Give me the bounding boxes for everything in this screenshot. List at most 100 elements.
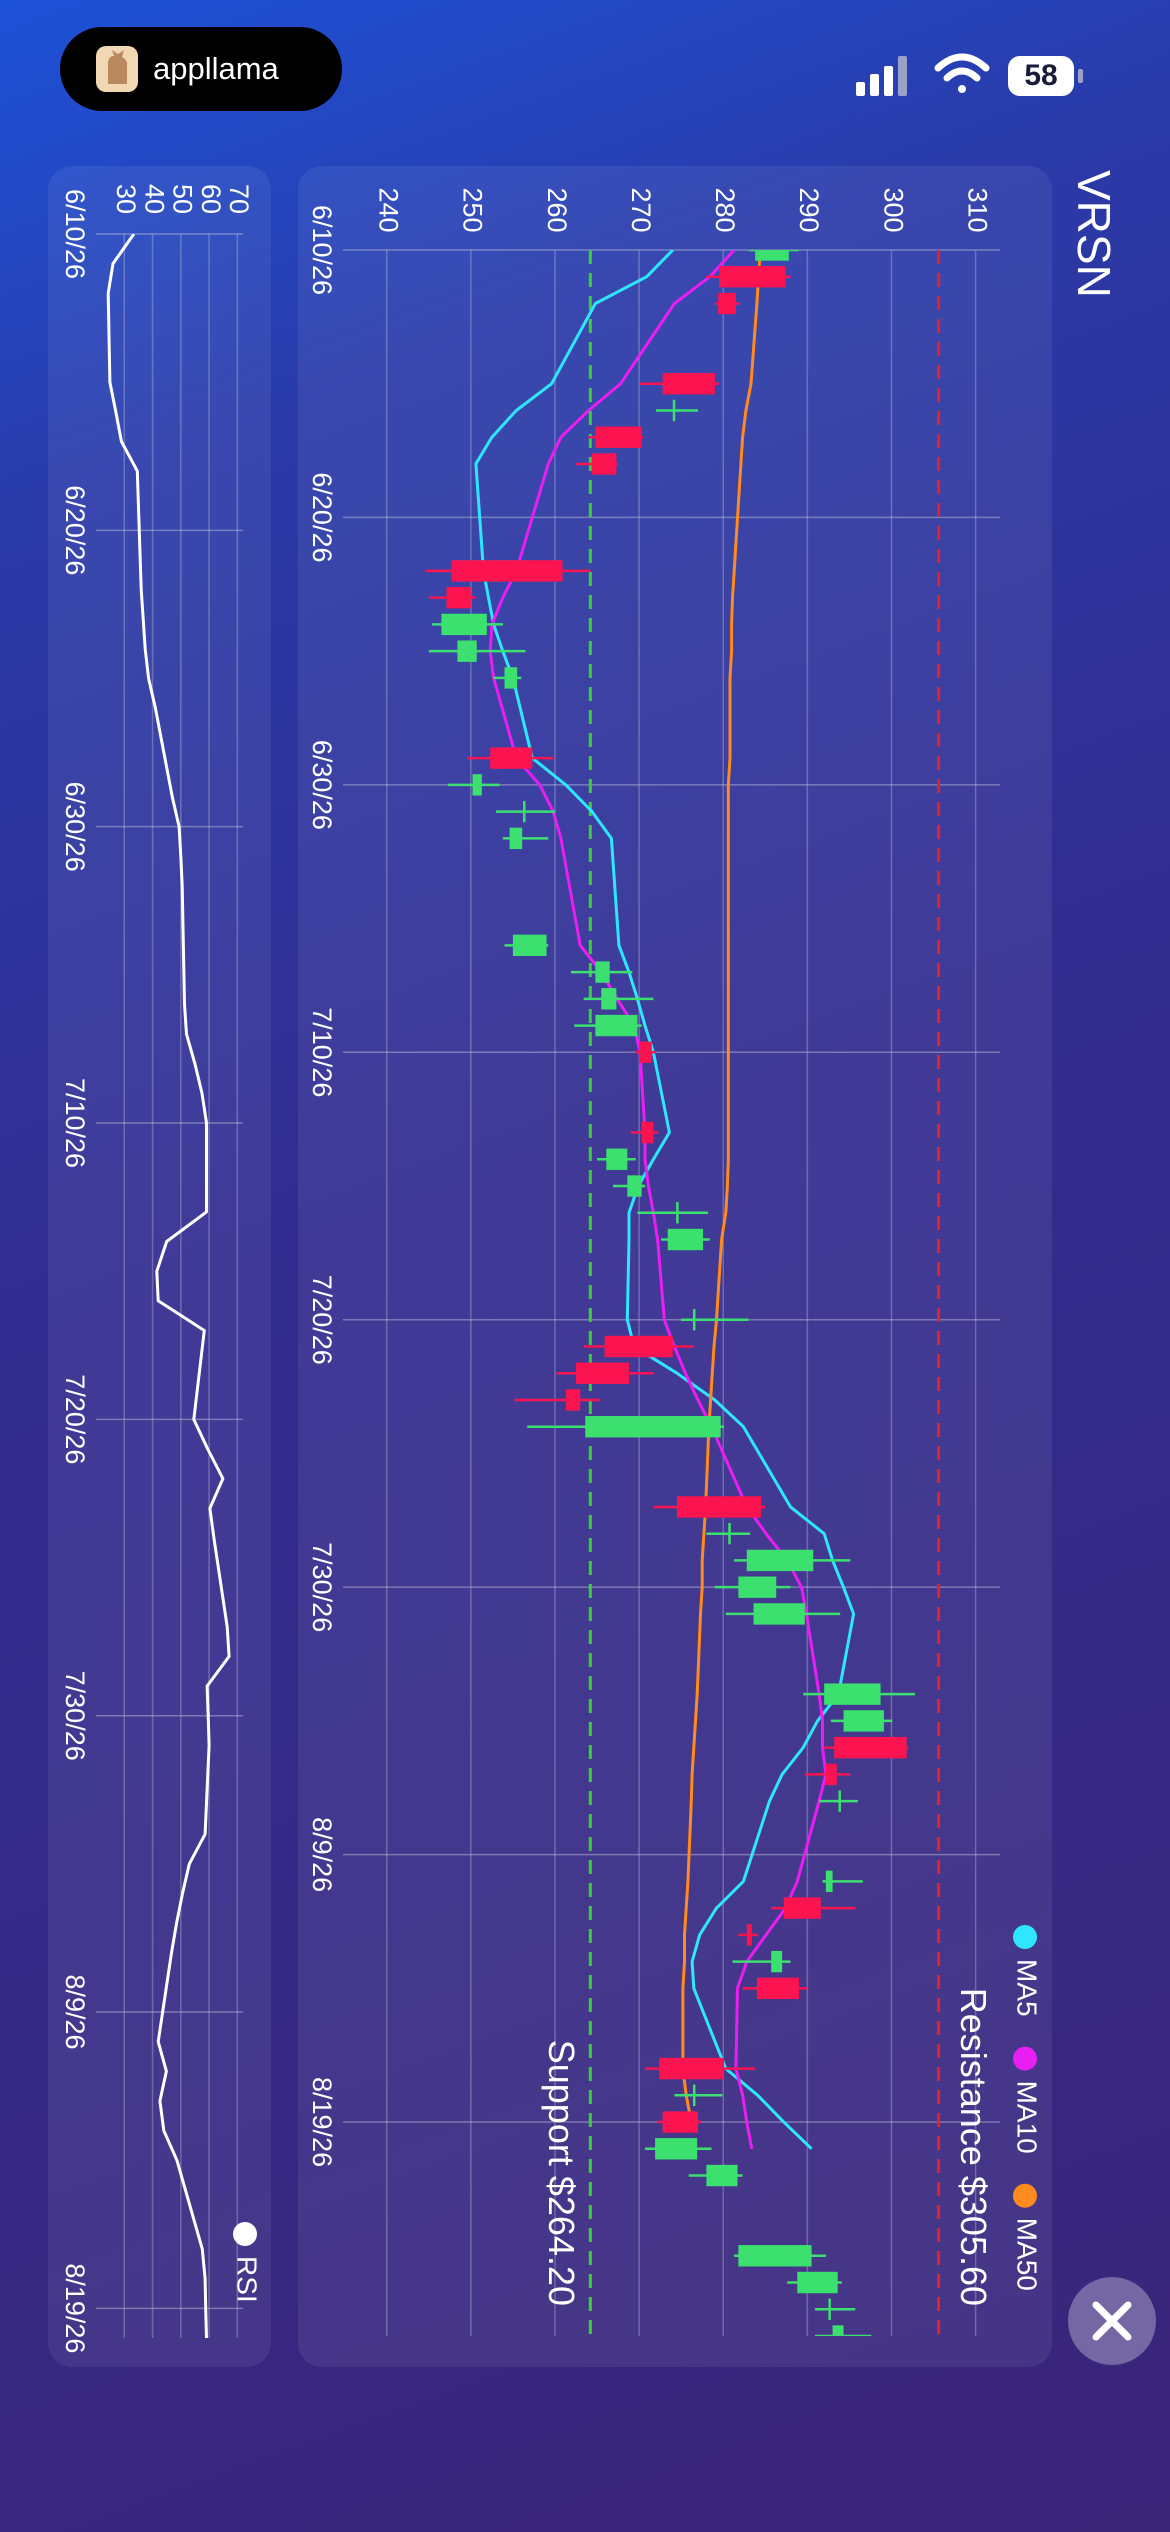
x-tick-label: 8/19/26 (307, 2077, 337, 2167)
candle-body (655, 2138, 698, 2160)
reference-label: Support $264.20 (541, 2040, 582, 2306)
x-tick-label: 7/20/26 (307, 1275, 337, 1365)
candle-body (490, 747, 533, 769)
legend-label: MA5 (1012, 1959, 1043, 2017)
candle-body (756, 1977, 799, 2000)
series-line (681, 250, 762, 2123)
candle-body (472, 774, 482, 796)
y-tick-label: 310 (962, 187, 992, 232)
legend-swatch (1013, 2046, 1037, 2071)
x-tick-label: 8/9/26 (307, 1817, 337, 1892)
candle-body (606, 1148, 628, 1170)
candle-body (576, 1362, 630, 1384)
candle-body (738, 1576, 777, 1598)
y-tick-label: 30 (111, 184, 141, 214)
x-tick-label: 7/30/26 (307, 1542, 337, 1632)
status-bar: appllama 58 (60, 27, 1083, 111)
x-tick-label: 8/19/26 (60, 2263, 90, 2353)
y-tick-label: 270 (626, 187, 656, 232)
candle-body (523, 800, 526, 823)
x-tick-label: 7/10/26 (307, 1007, 337, 1097)
candle-body (728, 1522, 731, 1545)
candle-body (451, 560, 563, 582)
x-tick-label: 8/9/26 (60, 1974, 90, 2049)
llama-glyph (108, 50, 128, 84)
reference-label: Resistance $305.60 (953, 1988, 994, 2306)
candle-body (662, 2111, 698, 2133)
candle-body (825, 1763, 837, 1786)
candle-body (641, 1121, 654, 1144)
legend-swatch (233, 2222, 257, 2246)
y-tick-label: 250 (458, 187, 488, 232)
candle-body (746, 1549, 814, 1572)
candle-body (797, 2271, 838, 2294)
candle-body (595, 1014, 638, 1037)
candle-body (512, 934, 547, 957)
candle-body (676, 1202, 679, 1224)
candle-body (755, 250, 789, 261)
battery (1008, 56, 1074, 96)
x-tick-label: 7/30/26 (60, 1671, 90, 1761)
candle-body (692, 1309, 696, 1331)
plot-area (425, 250, 941, 2336)
y-tick-label: 260 (542, 187, 572, 232)
legend-label: MA50 (1012, 2218, 1043, 2291)
candle-body (692, 2084, 696, 2107)
candle-body (662, 373, 715, 395)
candle-body (771, 1950, 783, 1973)
y-tick-label: 60 (196, 184, 226, 214)
candle-body (457, 640, 477, 662)
signal-icon (856, 56, 907, 96)
candle-body (595, 961, 610, 983)
candle-body (659, 2057, 725, 2080)
x-tick-label: 6/30/26 (60, 782, 90, 872)
series-line (488, 250, 828, 2150)
candle-body (719, 266, 786, 288)
x-tick-label: 6/30/26 (307, 740, 337, 830)
app-name: appllama (153, 51, 280, 86)
candle-body (838, 1790, 841, 1812)
candle-body (718, 292, 736, 315)
y-tick-label: 50 (168, 184, 198, 214)
candle-body (585, 1416, 721, 1438)
series-line (474, 250, 856, 2150)
x-tick-label: 6/10/26 (60, 189, 90, 279)
candle-body (601, 988, 617, 1010)
candle-body (738, 2245, 812, 2267)
x-tick-label: 6/20/26 (60, 485, 90, 575)
legend-label: RSI (232, 2256, 263, 2303)
y-tick-label: 40 (139, 184, 169, 214)
candle-body (824, 1683, 881, 1705)
candle-body (828, 2298, 831, 2320)
candle-body (504, 667, 518, 689)
candle-body (667, 1228, 704, 1251)
wifi-icon (934, 53, 990, 93)
candle-body (746, 1924, 752, 1946)
candle-body (509, 827, 523, 850)
x-tick-label: 7/20/26 (60, 1374, 90, 1464)
main-panel (298, 166, 1052, 2367)
candle-body (604, 1335, 673, 1358)
y-tick-label: 70 (224, 184, 254, 214)
close-button[interactable] (1068, 2277, 1156, 2365)
candle-body (676, 1496, 762, 1518)
y-tick-label: 300 (878, 187, 908, 232)
x-tick-label: 7/10/26 (60, 1078, 90, 1168)
candle-body (783, 1897, 821, 1919)
legend-swatch (1013, 1925, 1037, 1949)
candle-body (565, 1389, 581, 1411)
candle-body (672, 399, 676, 422)
series-line (106, 234, 231, 2338)
candle-body (832, 2325, 844, 2336)
candle-body (639, 1041, 652, 1064)
grid (96, 233, 243, 2338)
candle-body (592, 453, 617, 475)
x-tick-label: 6/10/26 (307, 205, 337, 295)
legend-label: MA10 (1012, 2081, 1043, 2154)
legend-swatch (1013, 2183, 1037, 2208)
y-tick-label: 290 (794, 187, 824, 232)
battery-nub (1078, 69, 1083, 83)
y-tick-label: 240 (374, 187, 404, 232)
